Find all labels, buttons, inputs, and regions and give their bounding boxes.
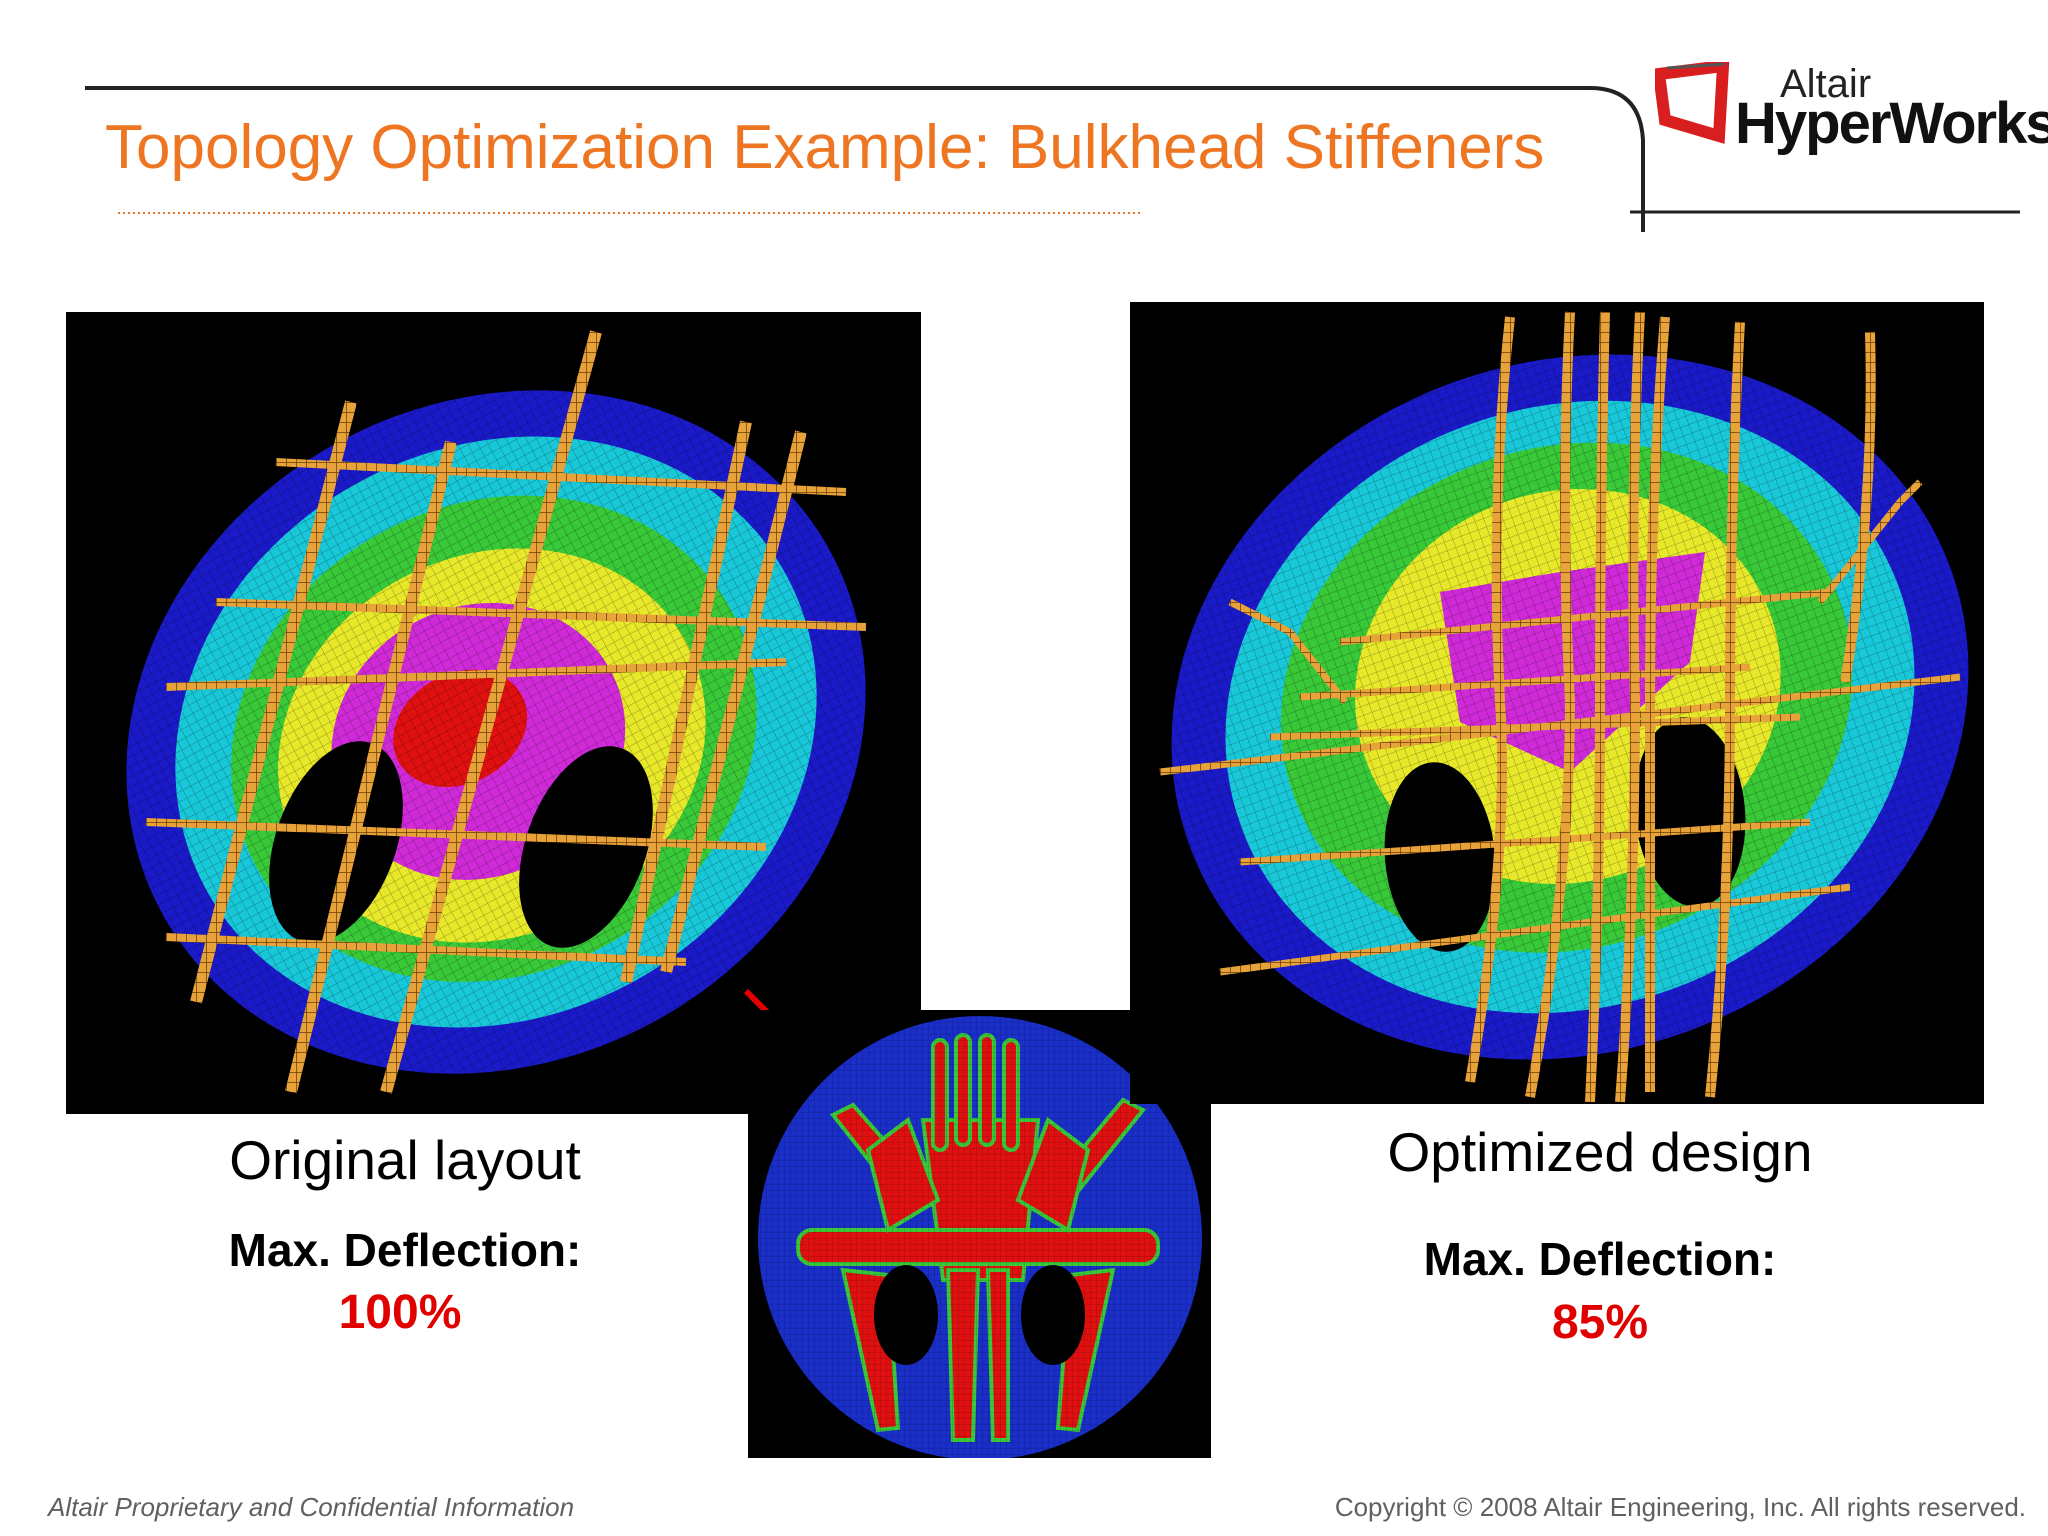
original-deflection-label: Max. Deflection: xyxy=(228,1224,582,1276)
footer-copyright: Copyright © 2008 Altair Engineering, Inc… xyxy=(1334,1492,2026,1522)
logo-text-bottom: HyperWorks xyxy=(1735,91,2048,156)
altair-logo-icon xyxy=(1655,62,1730,144)
original-deflection-value: 100% xyxy=(338,1286,462,1339)
header-rules xyxy=(85,86,2020,232)
logo-text-top: Altair xyxy=(1780,62,1872,106)
page-title: Topology Optimization Example: Bulkhead … xyxy=(105,113,1545,182)
original-layout-caption: Original layout xyxy=(229,1129,581,1191)
optimized-design-caption: Optimized design xyxy=(1387,1121,1813,1183)
original-layout-image xyxy=(66,312,921,1114)
optimized-deflection-value: 85% xyxy=(1551,1296,1649,1349)
optimized-deflection-label: Max. Deflection: xyxy=(1423,1233,1777,1285)
optimized-design-image xyxy=(1130,302,1984,1104)
footer-confidential: Altair Proprietary and Confidential Info… xyxy=(48,1492,575,1522)
